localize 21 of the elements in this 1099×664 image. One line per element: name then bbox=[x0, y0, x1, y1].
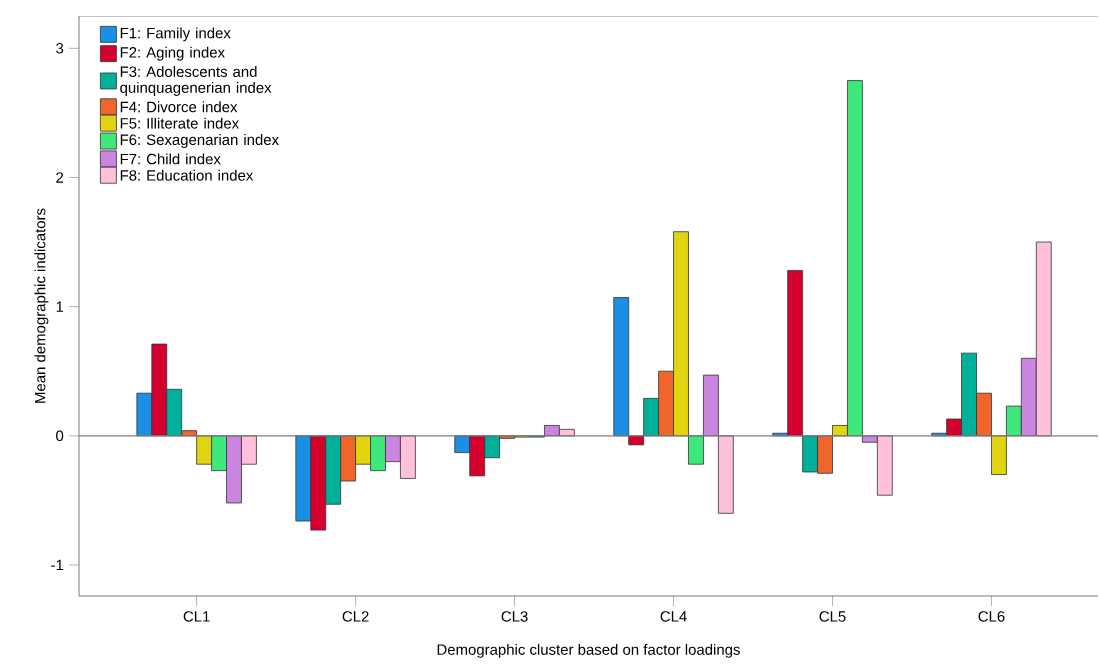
x-tick-label: CL3 bbox=[501, 611, 528, 622]
x-axis-title: Demographic cluster based on factor loadings bbox=[437, 643, 740, 658]
y-tick-label: 1 bbox=[56, 301, 64, 312]
y-tick-label: 0 bbox=[56, 430, 64, 442]
y-tick-label: 3 bbox=[56, 42, 64, 54]
y-axis-title: Mean demographic indicators bbox=[34, 208, 49, 403]
x-tick-label: CL4 bbox=[660, 611, 687, 622]
x-tick-label: CL1 bbox=[183, 611, 210, 622]
legend-label: F2: Aging index bbox=[120, 46, 225, 61]
x-tick-label: CL2 bbox=[342, 611, 369, 622]
legend-label: F6: Sexagenarian index bbox=[120, 134, 279, 148]
legend-label: F1: Family index bbox=[120, 27, 231, 42]
x-tick-label: CL6 bbox=[978, 611, 1005, 622]
y-tick-label: 2 bbox=[56, 172, 64, 183]
x-tick-label: CL5 bbox=[819, 611, 846, 622]
legend-label: F4: Divorce index bbox=[120, 101, 238, 113]
legend-label: F8: Education index bbox=[120, 169, 254, 181]
legend-label: F3: Adolescents and quinquagenerian index bbox=[120, 66, 272, 96]
y-tick-label: -1 bbox=[51, 559, 64, 571]
legend-label: F5: Illiterate index bbox=[120, 117, 240, 129]
legend-label: F7: Child index bbox=[120, 153, 221, 165]
